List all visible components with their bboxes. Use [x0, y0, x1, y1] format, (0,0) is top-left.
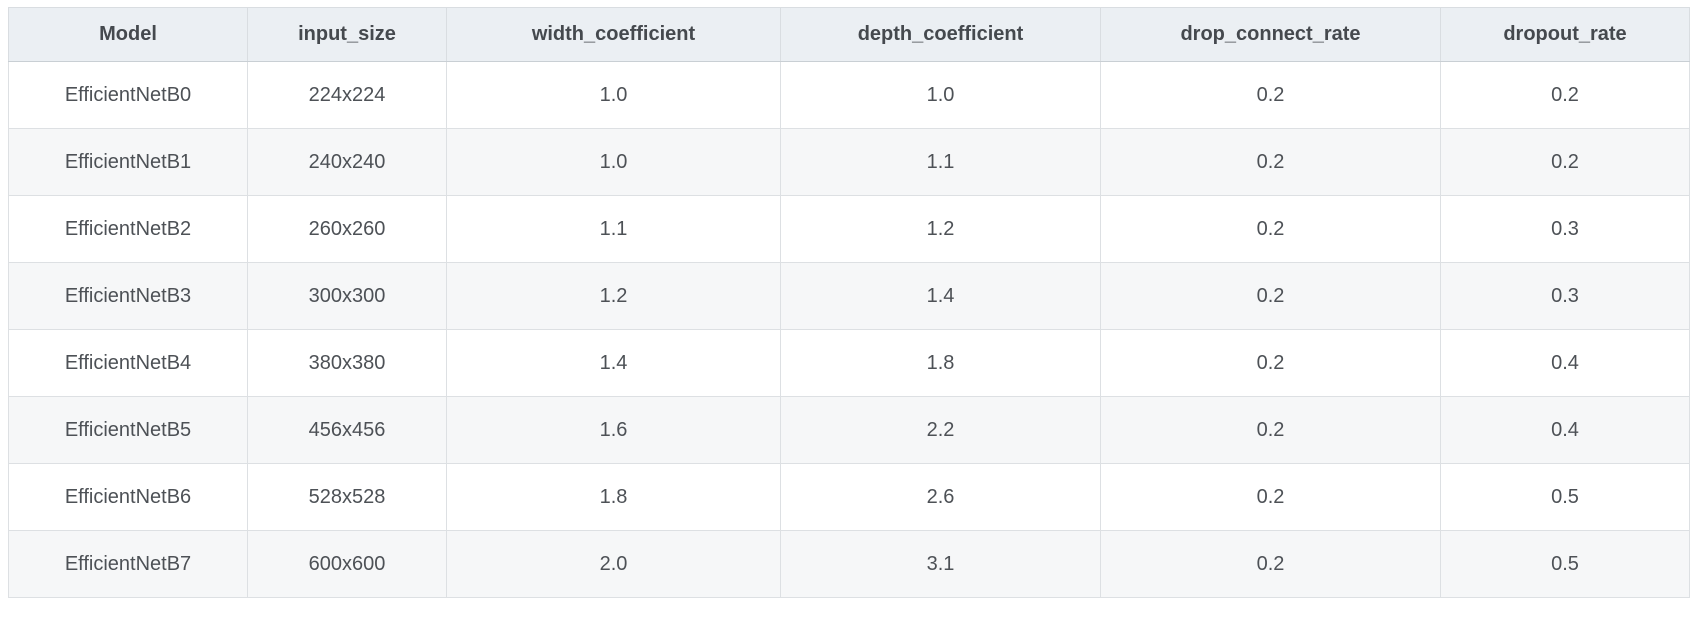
- cell-drop-connect-rate: 0.2: [1100, 329, 1441, 397]
- cell-model: EfficientNetB3: [8, 262, 248, 330]
- column-header-width-coefficient: width_coefficient: [446, 7, 781, 62]
- cell-input-size: 240x240: [247, 128, 447, 196]
- cell-dropout-rate: 0.3: [1440, 195, 1690, 263]
- cell-dropout-rate: 0.2: [1440, 128, 1690, 196]
- cell-width-coefficient: 1.6: [446, 396, 781, 464]
- cell-depth-coefficient: 1.8: [780, 329, 1101, 397]
- cell-dropout-rate: 0.5: [1440, 463, 1690, 531]
- cell-drop-connect-rate: 0.2: [1100, 530, 1441, 598]
- table-row-efficientnetb1: EfficientNetB1 240x240 1.0 1.1 0.2 0.2: [8, 128, 1690, 196]
- cell-drop-connect-rate: 0.2: [1100, 463, 1441, 531]
- table-row-efficientnetb0: EfficientNetB0 224x224 1.0 1.0 0.2 0.2: [8, 61, 1690, 129]
- cell-width-coefficient: 1.4: [446, 329, 781, 397]
- cell-input-size: 260x260: [247, 195, 447, 263]
- cell-input-size: 600x600: [247, 530, 447, 598]
- cell-depth-coefficient: 1.4: [780, 262, 1101, 330]
- cell-model: EfficientNetB5: [8, 396, 248, 464]
- column-header-drop-connect-rate: drop_connect_rate: [1100, 7, 1441, 62]
- cell-depth-coefficient: 2.2: [780, 396, 1101, 464]
- cell-width-coefficient: 1.0: [446, 61, 781, 129]
- cell-drop-connect-rate: 0.2: [1100, 262, 1441, 330]
- cell-model: EfficientNetB7: [8, 530, 248, 598]
- column-header-dropout-rate: dropout_rate: [1440, 7, 1690, 62]
- cell-model: EfficientNetB1: [8, 128, 248, 196]
- cell-depth-coefficient: 1.0: [780, 61, 1101, 129]
- cell-input-size: 380x380: [247, 329, 447, 397]
- cell-drop-connect-rate: 0.2: [1100, 396, 1441, 464]
- cell-depth-coefficient: 3.1: [780, 530, 1101, 598]
- cell-width-coefficient: 1.0: [446, 128, 781, 196]
- column-header-model: Model: [8, 7, 248, 62]
- cell-dropout-rate: 0.3: [1440, 262, 1690, 330]
- cell-model: EfficientNetB4: [8, 329, 248, 397]
- cell-drop-connect-rate: 0.2: [1100, 195, 1441, 263]
- table-row-efficientnetb2: EfficientNetB2 260x260 1.1 1.2 0.2 0.3: [8, 195, 1690, 263]
- table-row-efficientnetb5: EfficientNetB5 456x456 1.6 2.2 0.2 0.4: [8, 396, 1690, 464]
- cell-dropout-rate: 0.4: [1440, 329, 1690, 397]
- column-header-input-size: input_size: [247, 7, 447, 62]
- cell-model: EfficientNetB6: [8, 463, 248, 531]
- cell-input-size: 456x456: [247, 396, 447, 464]
- cell-depth-coefficient: 1.2: [780, 195, 1101, 263]
- cell-dropout-rate: 0.5: [1440, 530, 1690, 598]
- cell-input-size: 300x300: [247, 262, 447, 330]
- cell-drop-connect-rate: 0.2: [1100, 61, 1441, 129]
- cell-dropout-rate: 0.4: [1440, 396, 1690, 464]
- cell-dropout-rate: 0.2: [1440, 61, 1690, 129]
- cell-model: EfficientNetB2: [8, 195, 248, 263]
- table-row-efficientnetb6: EfficientNetB6 528x528 1.8 2.6 0.2 0.5: [8, 463, 1690, 531]
- cell-depth-coefficient: 1.1: [780, 128, 1101, 196]
- table-row-efficientnetb4: EfficientNetB4 380x380 1.4 1.8 0.2 0.4: [8, 329, 1690, 397]
- cell-width-coefficient: 1.1: [446, 195, 781, 263]
- cell-drop-connect-rate: 0.2: [1100, 128, 1441, 196]
- cell-width-coefficient: 2.0: [446, 530, 781, 598]
- cell-model: EfficientNetB0: [8, 61, 248, 129]
- table-row-efficientnetb7: EfficientNetB7 600x600 2.0 3.1 0.2 0.5: [8, 530, 1690, 598]
- cell-width-coefficient: 1.2: [446, 262, 781, 330]
- cell-depth-coefficient: 2.6: [780, 463, 1101, 531]
- cell-width-coefficient: 1.8: [446, 463, 781, 531]
- cell-input-size: 224x224: [247, 61, 447, 129]
- table-row-efficientnetb3: EfficientNetB3 300x300 1.2 1.4 0.2 0.3: [8, 262, 1690, 330]
- efficientnet-config-table: Model input_size width_coefficient depth…: [8, 7, 1690, 598]
- table-header-row: Model input_size width_coefficient depth…: [8, 7, 1690, 62]
- cell-input-size: 528x528: [247, 463, 447, 531]
- column-header-depth-coefficient: depth_coefficient: [780, 7, 1101, 62]
